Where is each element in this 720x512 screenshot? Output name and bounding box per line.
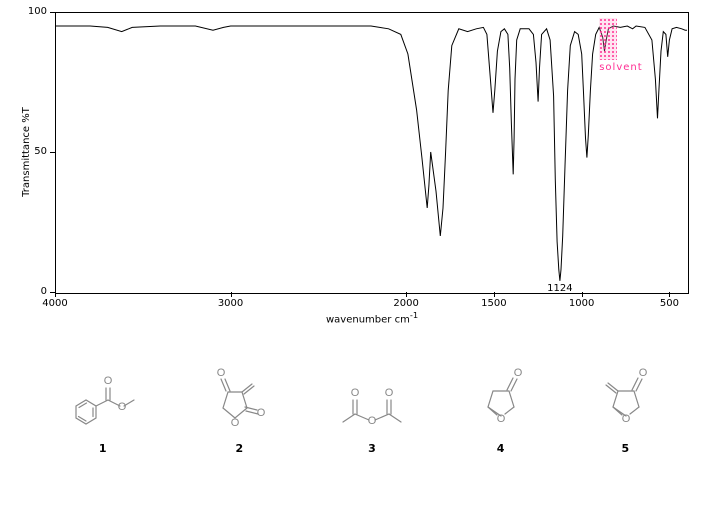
molecule-label: 2 (235, 442, 243, 455)
structure-icon: OO (62, 360, 144, 432)
molecule-4: OO 4 (471, 362, 531, 455)
molecule-2: O O O 2 (205, 358, 273, 455)
svg-text:O: O (385, 387, 394, 399)
y-tick-label: 100 (28, 6, 47, 17)
y-tick-label: 0 (41, 286, 47, 297)
x-tick-label: 500 (660, 298, 679, 309)
svg-text:O: O (217, 367, 226, 379)
structure-icon: OO (471, 362, 531, 432)
spectrum-trace (55, 26, 687, 281)
structure-icon: O O O (205, 358, 273, 432)
molecule-label: 3 (368, 442, 376, 455)
molecule-1: OO1 (62, 360, 144, 455)
structure-icon: O O O (335, 366, 409, 432)
molecule-5: OO 5 (592, 362, 658, 455)
svg-text:O: O (368, 415, 377, 427)
svg-text:O: O (117, 401, 126, 413)
svg-text:O: O (496, 413, 505, 425)
y-tick-label: 50 (34, 146, 47, 157)
solvent-label: solvent (599, 62, 642, 73)
svg-text:O: O (513, 367, 522, 379)
molecule-3: O O O 3 (335, 366, 409, 455)
x-tick-label: 4000 (42, 298, 67, 309)
molecule-row: OO1OOO2OOO3 OO 4 OO 5 (0, 358, 720, 455)
svg-text:O: O (231, 417, 240, 429)
svg-text:O: O (351, 387, 360, 399)
molecule-label: 5 (621, 442, 629, 455)
svg-text:O: O (103, 375, 112, 387)
molecule-label: 4 (497, 442, 505, 455)
peak-label-1124: 1124 (547, 283, 572, 294)
x-tick-label: 1000 (569, 298, 594, 309)
svg-text:O: O (257, 407, 266, 419)
x-tick-label: 1500 (481, 298, 506, 309)
molecule-label: 1 (99, 442, 107, 455)
svg-text:O: O (639, 367, 648, 379)
x-tick-label: 3000 (218, 298, 243, 309)
x-tick-label: 2000 (393, 298, 418, 309)
ir-figure: Transmittance %T wavenumber cm-1 solvent… (0, 0, 720, 512)
structure-icon: OO (592, 362, 658, 432)
svg-text:O: O (622, 413, 631, 425)
solvent-region (599, 18, 617, 60)
